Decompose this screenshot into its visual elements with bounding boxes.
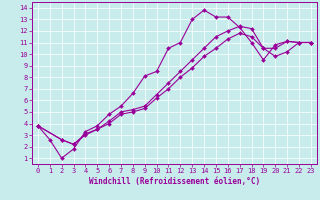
X-axis label: Windchill (Refroidissement éolien,°C): Windchill (Refroidissement éolien,°C) [89,177,260,186]
